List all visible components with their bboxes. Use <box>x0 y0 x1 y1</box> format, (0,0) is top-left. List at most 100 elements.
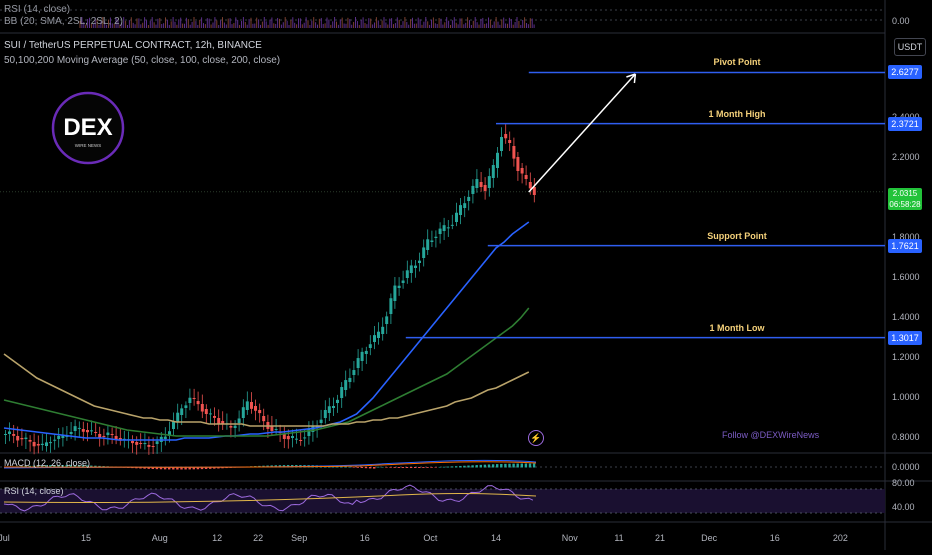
macd-bar <box>77 465 81 468</box>
ma-legend[interactable]: 50,100,200 Moving Average (50, close, 10… <box>4 55 281 66</box>
candle-body <box>209 413 212 415</box>
candle-body <box>508 140 512 144</box>
macd-bar <box>57 465 60 468</box>
candle-body <box>114 436 118 440</box>
macd-bar <box>172 467 175 470</box>
candle-body <box>40 443 44 445</box>
time-tick: 16 <box>359 533 370 543</box>
level-price-pill: 1.3017 <box>888 330 922 345</box>
candle-body <box>36 444 40 446</box>
candle-body <box>200 404 204 412</box>
time-tick: 16 <box>769 533 780 543</box>
macd-bar <box>209 467 212 469</box>
candle-body <box>336 399 339 403</box>
candle-body <box>500 136 503 151</box>
candle-body <box>16 436 20 441</box>
candle-body <box>217 418 221 424</box>
candle-body <box>393 285 397 301</box>
candle-body <box>184 405 188 408</box>
macd-bar <box>336 466 339 468</box>
candle-body <box>135 442 139 445</box>
candle-body <box>295 438 298 440</box>
candle-body <box>45 442 48 446</box>
candle-body <box>139 443 143 444</box>
candle-body <box>344 380 348 390</box>
macd-bar <box>65 465 68 468</box>
candle-body <box>479 182 483 187</box>
macd-bar <box>377 466 380 468</box>
candle-body <box>102 436 106 437</box>
ma50-line <box>3 221 530 441</box>
candle-body <box>524 175 528 180</box>
macd-bar <box>524 463 528 468</box>
macd-bar <box>192 467 195 470</box>
candle-body <box>245 401 249 410</box>
candle-body <box>86 430 89 433</box>
candle-body <box>471 185 475 194</box>
macd-bar <box>86 465 89 468</box>
time-tick: 21 <box>654 533 666 543</box>
macd-bar <box>94 465 97 468</box>
candle-body <box>426 239 430 250</box>
current-price-value: 2.0315 <box>892 189 918 198</box>
macd-bar <box>426 467 429 468</box>
candle-body <box>188 397 192 403</box>
time-tick: 22 <box>253 533 264 543</box>
macd-bar <box>147 467 150 469</box>
macd-bar <box>90 465 93 468</box>
candle-body <box>286 436 290 440</box>
rsi-label[interactable]: RSI (14, close) <box>4 486 64 496</box>
candle-body <box>81 429 85 432</box>
time-tick: 15 <box>80 533 92 543</box>
macd-bar <box>45 465 48 468</box>
top-bb-label[interactable]: BB (20, SMA, 2SL, 2SL, 2) <box>4 16 123 27</box>
candle-body <box>409 265 413 273</box>
price-tick: 1.0000 <box>892 392 920 402</box>
candle-body <box>401 280 405 283</box>
candle-body <box>73 426 77 431</box>
candle-body <box>274 429 278 431</box>
macd-bar <box>467 465 470 468</box>
level-lines <box>405 71 885 339</box>
rsi-tick-40: 40.00 <box>892 502 915 512</box>
candle-body <box>319 419 323 423</box>
candle-body <box>340 387 344 398</box>
top-rsi-label[interactable]: RSI (14, close) <box>4 4 71 15</box>
level-price-pill: 2.6277 <box>888 65 922 80</box>
candle-body <box>455 212 458 222</box>
level-name: 1 Month High <box>708 108 766 119</box>
macd-bar <box>385 467 388 468</box>
candle-body <box>364 350 368 354</box>
candle-body <box>360 351 364 361</box>
price-tick: 1.6000 <box>892 272 920 282</box>
macd-bar <box>221 467 224 469</box>
macd-signal <box>3 461 537 468</box>
macd-bar <box>528 463 532 468</box>
candle-body <box>332 405 335 408</box>
macd-label[interactable]: MACD (12, 26, close) <box>4 458 91 468</box>
time-tick: Jul <box>0 533 10 543</box>
macd-bar <box>143 467 146 469</box>
candle-body <box>49 442 52 444</box>
candle-body <box>418 260 421 263</box>
candle-body <box>532 187 536 195</box>
level-name: 1 Month Low <box>709 322 765 333</box>
candle-body <box>69 431 73 434</box>
level-name: Support Point <box>707 230 767 241</box>
candle-body <box>450 224 454 226</box>
candle-body <box>262 416 266 422</box>
candle-body <box>463 203 467 208</box>
macd-bar <box>483 464 487 468</box>
macd-bar <box>422 467 425 468</box>
macd-bar <box>200 467 204 470</box>
lightning-icon[interactable]: ⚡ <box>528 430 544 446</box>
macd-bar <box>159 467 163 470</box>
candle-body <box>28 440 32 442</box>
candle-body <box>151 446 155 447</box>
macd-bar <box>163 467 167 470</box>
currency-button[interactable]: USDT <box>894 38 926 56</box>
candle-body <box>442 225 446 231</box>
macd-bar <box>360 467 364 468</box>
